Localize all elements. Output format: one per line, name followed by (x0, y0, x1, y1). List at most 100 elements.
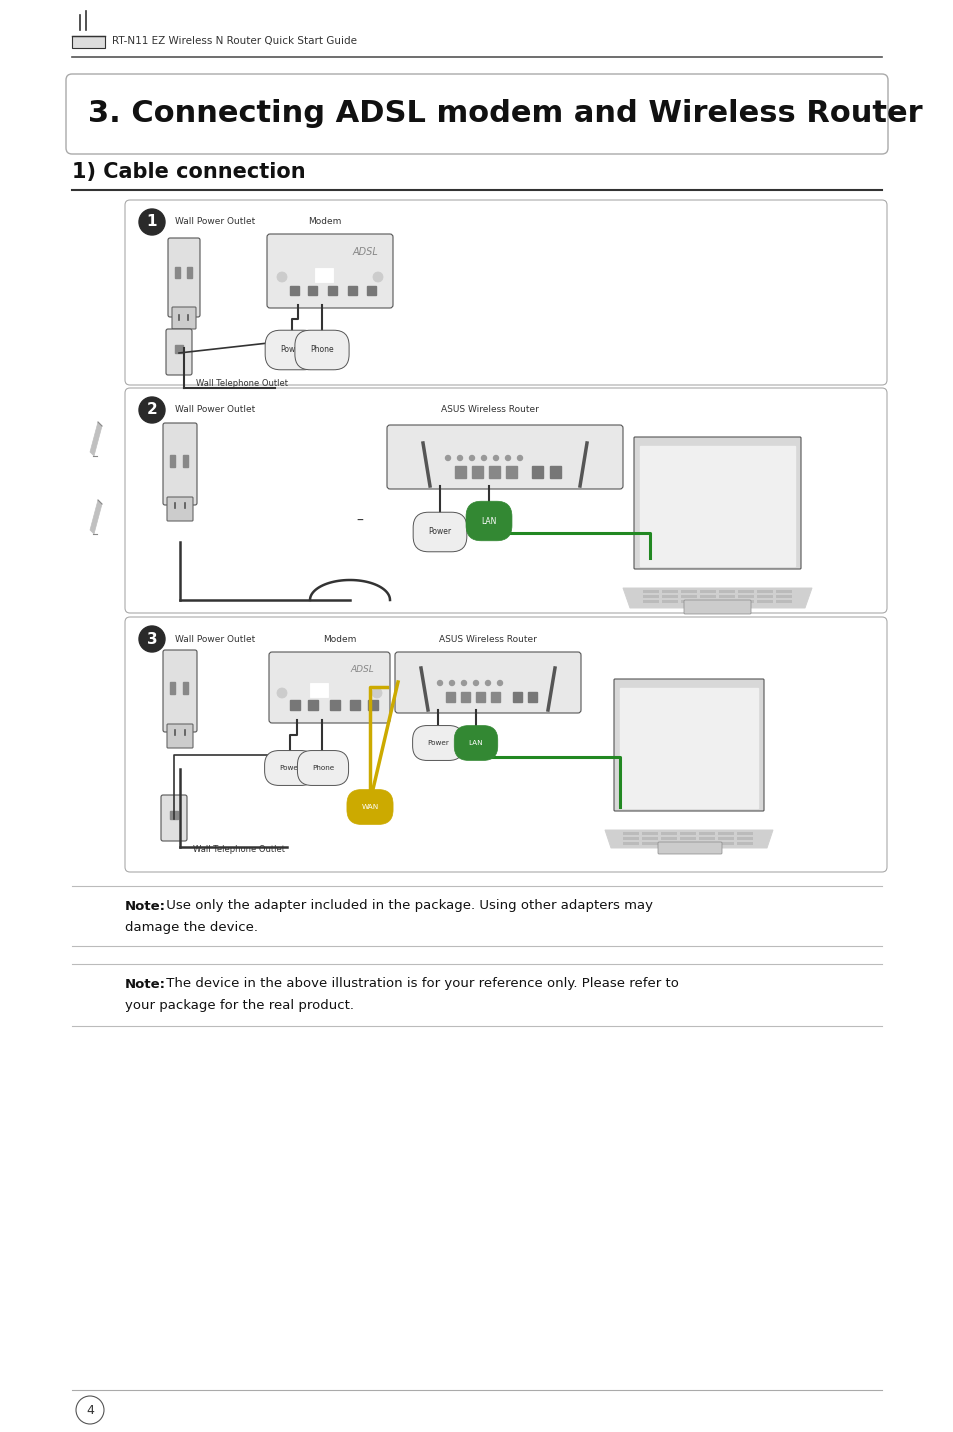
FancyBboxPatch shape (634, 437, 801, 569)
Bar (174, 266, 180, 278)
Bar (619, 687, 758, 808)
Text: LAN: LAN (481, 517, 497, 526)
Bar (642, 590, 659, 593)
Text: The device in the above illustration is for your reference only. Please refer to: The device in the above illustration is … (162, 978, 679, 991)
FancyBboxPatch shape (125, 200, 886, 385)
Bar (679, 842, 696, 845)
Bar (738, 596, 753, 599)
Circle shape (372, 687, 381, 697)
Bar (757, 596, 772, 599)
Circle shape (461, 680, 466, 686)
Bar (622, 836, 639, 841)
FancyBboxPatch shape (163, 422, 196, 505)
Bar (679, 832, 696, 835)
FancyBboxPatch shape (125, 617, 886, 872)
Bar (328, 286, 336, 295)
FancyBboxPatch shape (614, 679, 763, 811)
Bar (738, 600, 753, 603)
FancyBboxPatch shape (267, 233, 393, 308)
Bar (472, 465, 482, 478)
Bar (348, 286, 356, 295)
Bar (680, 590, 697, 593)
Bar (460, 692, 470, 702)
Bar (446, 692, 455, 702)
Bar (455, 465, 465, 478)
Bar (170, 811, 178, 819)
Circle shape (457, 455, 462, 461)
Circle shape (505, 455, 510, 461)
Bar (737, 832, 752, 835)
Bar (737, 836, 752, 841)
FancyBboxPatch shape (161, 795, 187, 841)
Bar (700, 600, 716, 603)
Text: Note:: Note: (125, 978, 166, 991)
Bar (330, 700, 339, 710)
Bar (367, 286, 375, 295)
Bar (505, 465, 517, 478)
Bar (660, 836, 677, 841)
Text: ADSL: ADSL (352, 246, 377, 256)
Bar (700, 596, 716, 599)
Bar (639, 445, 794, 566)
Bar (641, 832, 658, 835)
Bar (642, 596, 659, 599)
Bar (699, 842, 714, 845)
Text: RT-N11 EZ Wireless N Router Quick Start Guide: RT-N11 EZ Wireless N Router Quick Start … (112, 36, 356, 46)
Bar (757, 590, 772, 593)
Bar (699, 836, 714, 841)
Circle shape (139, 397, 165, 422)
Circle shape (473, 680, 478, 686)
FancyBboxPatch shape (269, 652, 390, 723)
FancyBboxPatch shape (168, 238, 200, 316)
Circle shape (449, 680, 454, 686)
Text: 1) Cable connection: 1) Cable connection (71, 162, 305, 182)
Bar (170, 682, 174, 695)
Bar (476, 692, 484, 702)
Circle shape (485, 680, 490, 686)
Text: Modem: Modem (308, 218, 341, 226)
Bar (622, 832, 639, 835)
FancyBboxPatch shape (683, 600, 750, 614)
Text: ASUS Wireless Router: ASUS Wireless Router (440, 405, 538, 414)
Bar (170, 455, 174, 467)
Bar (308, 700, 317, 710)
Text: ASUS Wireless Router: ASUS Wireless Router (438, 634, 537, 643)
Bar (660, 832, 677, 835)
Bar (310, 683, 328, 697)
Bar (775, 596, 791, 599)
Bar (183, 682, 188, 695)
Text: –: – (356, 514, 363, 528)
FancyBboxPatch shape (166, 329, 192, 375)
Bar (290, 700, 299, 710)
FancyBboxPatch shape (172, 306, 195, 329)
Bar (550, 465, 560, 478)
Bar (719, 590, 734, 593)
Bar (489, 465, 499, 478)
Text: 4: 4 (86, 1403, 93, 1416)
Bar (680, 600, 697, 603)
Text: LAN: LAN (468, 740, 483, 746)
Bar (368, 700, 377, 710)
Text: Wall Telephone Outlet: Wall Telephone Outlet (193, 845, 285, 853)
Bar (680, 596, 697, 599)
Text: Power: Power (427, 740, 449, 746)
Bar (513, 692, 521, 702)
Text: Note:: Note: (125, 899, 166, 912)
Bar (527, 692, 537, 702)
Polygon shape (90, 422, 102, 455)
Text: damage the device.: damage the device. (125, 922, 257, 935)
Bar (679, 836, 696, 841)
Circle shape (76, 1396, 104, 1423)
Bar (660, 842, 677, 845)
Bar (661, 596, 678, 599)
Bar (718, 836, 733, 841)
FancyBboxPatch shape (66, 74, 887, 155)
Text: Wall Telephone Outlet: Wall Telephone Outlet (195, 378, 288, 388)
Bar (641, 842, 658, 845)
Bar (532, 465, 542, 478)
Bar (314, 268, 333, 282)
Bar (719, 600, 734, 603)
FancyBboxPatch shape (125, 388, 886, 613)
Text: Wall Power Outlet: Wall Power Outlet (174, 405, 255, 414)
Polygon shape (604, 831, 772, 848)
